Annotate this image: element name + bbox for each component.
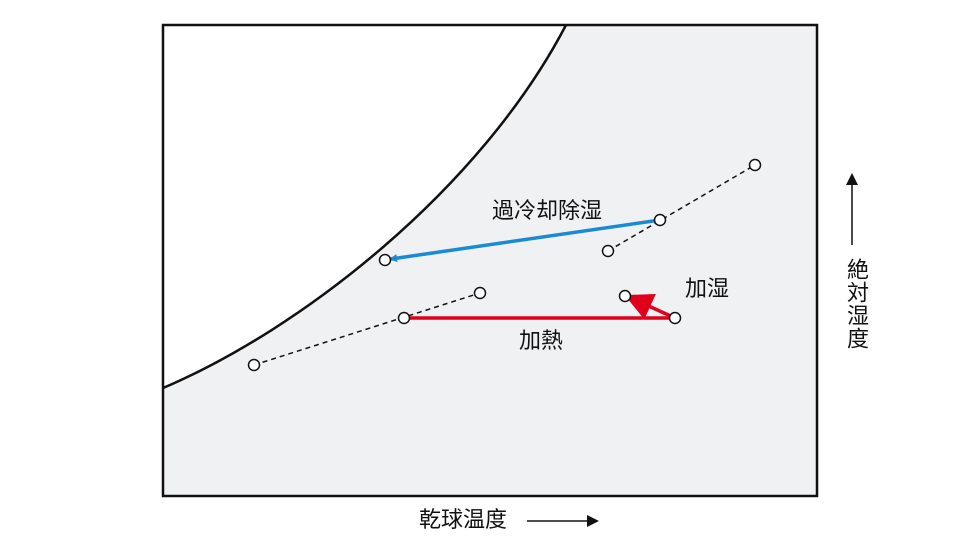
state-point [473, 286, 487, 300]
process-label: 加熱 [519, 329, 563, 354]
process-label: 加湿 [685, 277, 729, 302]
y-axis-label: 絶対湿度 [843, 258, 868, 350]
state-points [247, 158, 762, 372]
state-point [397, 311, 411, 325]
state-point [618, 289, 632, 303]
state-point [668, 311, 682, 325]
humidify-arrow [624, 293, 676, 320]
state-point [601, 244, 615, 258]
state-point [378, 253, 392, 267]
state-point [748, 158, 762, 172]
x-axis-label: 乾球温度 [419, 508, 507, 533]
dashed-line [607, 164, 756, 252]
saturation-curve [162, 24, 568, 390]
unsaturated-region [163, 25, 566, 388]
state-point [653, 213, 667, 227]
dashed-line [253, 292, 481, 366]
state-point [247, 358, 261, 372]
cool-dehumidify-arrow [389, 218, 661, 263]
process-label: 過冷却除湿 [492, 199, 602, 224]
frame [161, 23, 819, 498]
